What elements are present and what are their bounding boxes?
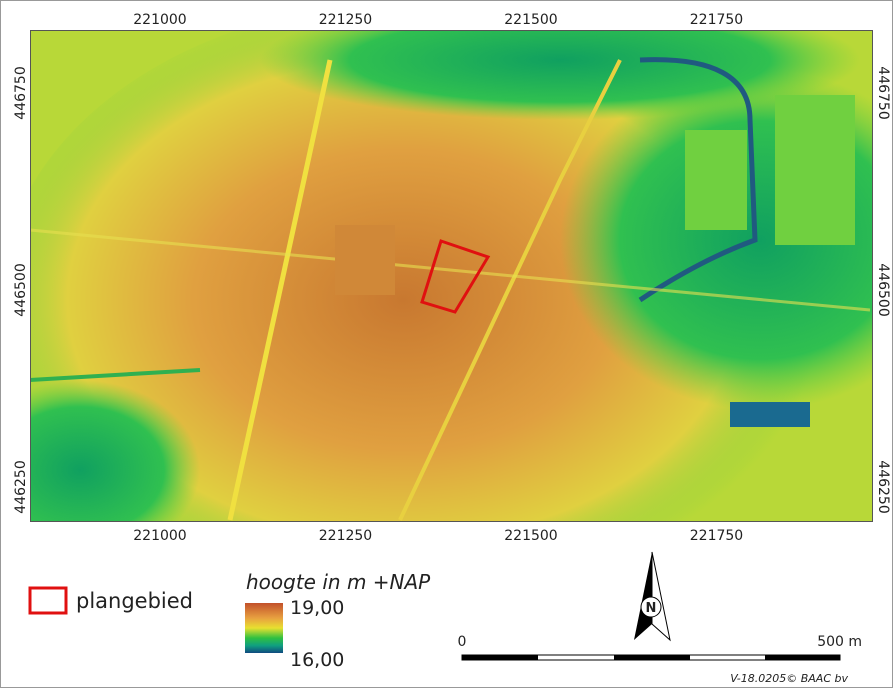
x-tick-label-top: 221000 [133, 12, 186, 28]
legend-plan-area-label: plangebied [76, 589, 193, 613]
north-label: N [646, 601, 657, 616]
y-tick-label-right: 446250 [875, 460, 891, 513]
x-tick-label-bottom: 221250 [319, 528, 372, 544]
x-tick-label-bottom: 221000 [133, 528, 186, 544]
legend-min-label: 16,00 [290, 649, 344, 671]
x-tick-label-top: 221750 [690, 12, 743, 28]
legend-elevation-title: hoogte in m +NAP [246, 570, 431, 594]
y-tick-label-right: 446750 [875, 66, 891, 119]
legend-max-label: 19,00 [290, 597, 344, 619]
scale-bar [462, 655, 840, 660]
scale-end-label: 500 m [817, 634, 862, 650]
y-tick-label-left: 446250 [13, 460, 29, 513]
x-tick-label-bottom: 221750 [690, 528, 743, 544]
credit: V-18.0205© BAAC bv [730, 672, 848, 685]
x-tick-label-bottom: 221500 [504, 528, 557, 544]
y-tick-label-left: 446500 [13, 263, 29, 316]
scale-start-label: 0 [458, 634, 467, 650]
legend-color-ramp [245, 603, 283, 653]
y-tick-label-left: 446750 [13, 66, 29, 119]
elevation-raster [0, 0, 893, 600]
x-tick-label-top: 221250 [319, 12, 372, 28]
map-page: 221000 221000 221250 221250 221500 221500 2217… [0, 0, 893, 688]
x-tick-label-top: 221500 [504, 12, 557, 28]
y-tick-label-right: 446500 [875, 263, 891, 316]
